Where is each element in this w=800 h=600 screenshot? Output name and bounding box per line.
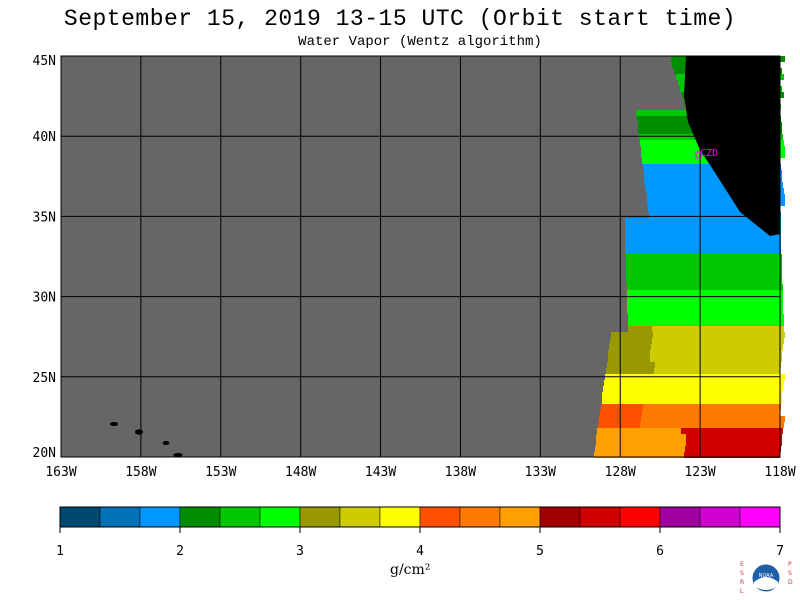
colorbar-swatch: [299, 506, 341, 528]
colorbar-swatch: [379, 506, 421, 528]
lon-label: 153W: [205, 465, 236, 480]
colorbar-swatch: [99, 506, 141, 528]
lat-label: 20N: [33, 446, 56, 461]
colorbar-swatch: [219, 506, 261, 528]
lat-label: 35N: [33, 210, 56, 225]
colorbar: [59, 506, 781, 528]
lon-label: 128W: [605, 465, 636, 480]
colorbar-tick-label: 7: [776, 544, 784, 559]
lon-label: 123W: [684, 465, 715, 480]
lat-label: 25N: [33, 371, 56, 386]
station-label: CZD: [700, 148, 718, 159]
colorbar-tick-label: 5: [536, 544, 544, 559]
island-2: [135, 429, 143, 435]
north-america-land: [684, 56, 780, 236]
water-vapor-field: [61, 56, 785, 458]
colorbar-swatch: [259, 506, 301, 528]
colorbar-swatch: [59, 506, 101, 528]
lat-label: 40N: [33, 130, 56, 145]
lon-label: 118W: [764, 465, 795, 480]
colorbar-tick-label: 2: [176, 544, 184, 559]
colorbar-swatch: [139, 506, 181, 528]
colorbar-swatch: [659, 506, 701, 528]
chart-title: September 15, 2019 13-15 UTC (Orbit star…: [63, 6, 737, 32]
lat-label: 30N: [33, 291, 56, 306]
colorbar-swatch: [619, 506, 661, 528]
colorbar-swatch: [339, 506, 381, 528]
lon-label: 148W: [285, 465, 316, 480]
lat-label: 45N: [33, 54, 56, 69]
chart-subtitle: Water Vapor (Wentz algorithm): [298, 34, 542, 50]
lon-label: 158W: [125, 465, 156, 480]
colorbar-tick-label: 1: [56, 544, 64, 559]
colorbar-tick-label: 6: [656, 544, 664, 559]
colorbar-tick-label: 4: [416, 544, 424, 559]
colorbar-swatch: [459, 506, 501, 528]
svg-text:PSD: PSD: [788, 561, 793, 586]
island-3: [162, 441, 170, 445]
island-1: [110, 422, 118, 426]
longitude-labels: 163W 158W 153W 148W 143W 138W 133W 128W 123W 118W: [45, 465, 795, 480]
latitude-labels: 45N 40N 35N 30N 25N 20N: [33, 54, 56, 461]
colorbar-swatch: [539, 506, 581, 528]
colorbar-swatch: [179, 506, 221, 528]
colorbar-units: g/cm²: [390, 562, 431, 578]
colorbar-tick-label: 3: [296, 544, 304, 559]
lon-label: 133W: [525, 465, 556, 480]
colorbar-swatch: [699, 506, 741, 528]
map-frame: [60, 55, 781, 458]
colorbar-swatch: [739, 506, 781, 528]
colorbar-swatch: [499, 506, 541, 528]
logo-text: NOAA: [759, 573, 774, 579]
station-marker: CZD: [695, 148, 718, 159]
land-mask: [684, 56, 780, 236]
colorbar-swatch: [579, 506, 621, 528]
colorbar-swatch: [419, 506, 461, 528]
lon-label: 138W: [445, 465, 476, 480]
colorbar-ticks: 1 2 3 4 5 6 7: [56, 527, 784, 559]
island-4: [173, 453, 183, 457]
lon-label: 143W: [365, 465, 396, 480]
lon-label: 163W: [45, 465, 76, 480]
lat-lon-grid: [61, 56, 780, 457]
